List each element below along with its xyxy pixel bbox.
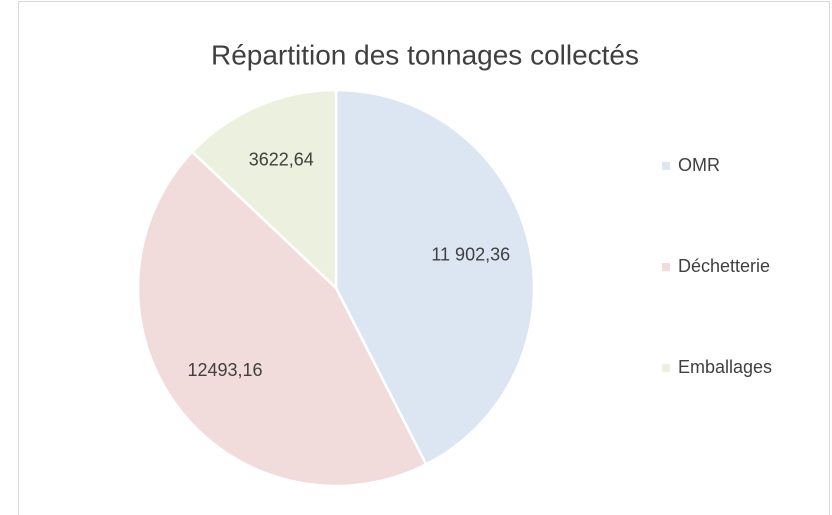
legend-swatch: [662, 162, 670, 170]
legend-label: OMR: [678, 155, 720, 175]
pie-slice: [190, 88, 338, 291]
legend-swatch: [662, 263, 670, 271]
legend-label: Emballages: [678, 357, 772, 377]
legend-label: Déchetterie: [678, 256, 770, 276]
chart-title: Répartition des tonnages collectés: [211, 39, 639, 70]
data-label: 11 902,36: [431, 244, 510, 264]
pie-slice: [136, 150, 428, 488]
legend-swatch: [662, 364, 670, 372]
pie-slice: [334, 88, 536, 466]
data-label: 3622,64: [249, 149, 314, 169]
data-label: 12493,16: [187, 360, 262, 380]
